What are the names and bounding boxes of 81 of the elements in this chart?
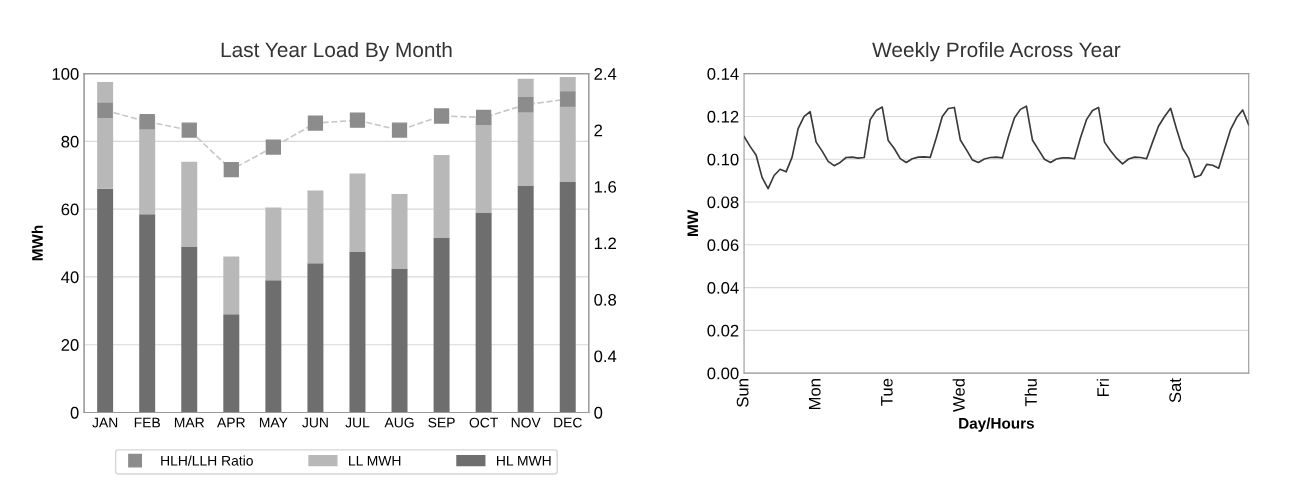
y-tick-label: 0.06: [707, 239, 739, 251]
y2-tick-label: 0.8: [594, 293, 617, 306]
bar: [391, 268, 408, 413]
y-tick-label: 20: [61, 339, 79, 351]
y-tick-label: 0.02: [707, 324, 739, 337]
bar: [349, 251, 366, 413]
y-tick-label: 60: [61, 203, 79, 216]
x-tick-label: AUG: [384, 417, 414, 428]
y2-tick-label: 0: [594, 406, 603, 419]
y-tick-label: 0.08: [707, 196, 739, 209]
legend-label: HLH/LLH Ratio: [161, 455, 253, 466]
x-tick-label: JUL: [345, 417, 370, 428]
y2-tick-label: 1.2: [594, 237, 616, 250]
bar: [475, 116, 492, 213]
y-tick-label: 40: [61, 271, 79, 284]
y2-tick-label: 1.6: [594, 180, 617, 193]
point: [139, 114, 155, 130]
point: [265, 139, 281, 155]
x-tick-label: Sat: [1169, 378, 1182, 403]
x-tick-label: SEP: [428, 417, 455, 428]
y-tick-label: 0.04: [707, 281, 739, 294]
x-tick-label: OCT: [469, 417, 498, 428]
y-tick-label: 100: [52, 68, 79, 80]
y2-tick-label: 2.4: [594, 68, 617, 80]
y-tick-label: 0.12: [707, 110, 739, 123]
x-axis-title: Day/Hours: [959, 417, 1034, 432]
bar: [265, 207, 282, 281]
point: [433, 108, 450, 124]
y-tick-label: 80: [61, 135, 79, 148]
x-tick-label: Thu: [1024, 379, 1037, 407]
point: [475, 109, 492, 126]
y-axis-title: MWh: [31, 225, 43, 261]
point: [307, 115, 324, 131]
x-tick-label: MAR: [174, 417, 205, 428]
bar: [223, 256, 240, 315]
x-tick-label: JUN: [302, 417, 328, 428]
point: [97, 102, 113, 118]
bar: [97, 188, 114, 413]
x-tick-label: NOV: [511, 417, 541, 428]
x-tick-label: Mon: [808, 379, 821, 410]
x-tick-label: Wed: [952, 379, 965, 412]
y-tick-label: 0.00: [707, 367, 739, 380]
bar: [391, 193, 408, 269]
x-tick-label: MAY: [259, 417, 288, 428]
bar: [517, 185, 534, 413]
x-tick-label: Tue: [881, 378, 893, 406]
chart-title: Weekly Profile Across Year: [872, 41, 1121, 62]
bar: [265, 280, 282, 413]
bar: [433, 154, 450, 238]
bar: [223, 314, 240, 413]
y-axis-title: MW: [687, 209, 699, 236]
bar: [475, 212, 492, 413]
bar: [181, 161, 198, 247]
y-tick-label: 0.14: [707, 68, 739, 80]
x-tick-label: DEC: [554, 417, 582, 428]
legend-label: LL MWH: [349, 455, 401, 466]
bar: [181, 246, 198, 413]
point: [391, 122, 408, 138]
y-tick-label: 0.10: [707, 153, 739, 166]
bar: [559, 182, 576, 413]
bar: [307, 190, 324, 264]
x-tick-label: APR: [217, 417, 245, 428]
point: [349, 112, 366, 128]
point: [518, 97, 534, 113]
point: [560, 91, 576, 107]
y2-tick-label: 2: [594, 124, 603, 137]
y2-tick-label: 0.4: [594, 350, 617, 363]
legend-label: HL MWH: [497, 455, 551, 466]
chart-title: Last Year Load By Month: [221, 41, 452, 62]
bar: [307, 263, 324, 413]
x-tick-label: Sun: [736, 379, 749, 407]
x-tick-label: FEB: [134, 417, 160, 428]
x-tick-label: Fri: [1096, 379, 1109, 397]
y-tick-label: 0: [70, 406, 79, 419]
bar: [349, 173, 366, 252]
line-series: [744, 105, 1249, 190]
bar: [433, 237, 450, 413]
x-tick-label: JAN: [92, 417, 118, 428]
point: [181, 122, 197, 138]
bar: [139, 214, 156, 413]
point: [223, 162, 239, 178]
